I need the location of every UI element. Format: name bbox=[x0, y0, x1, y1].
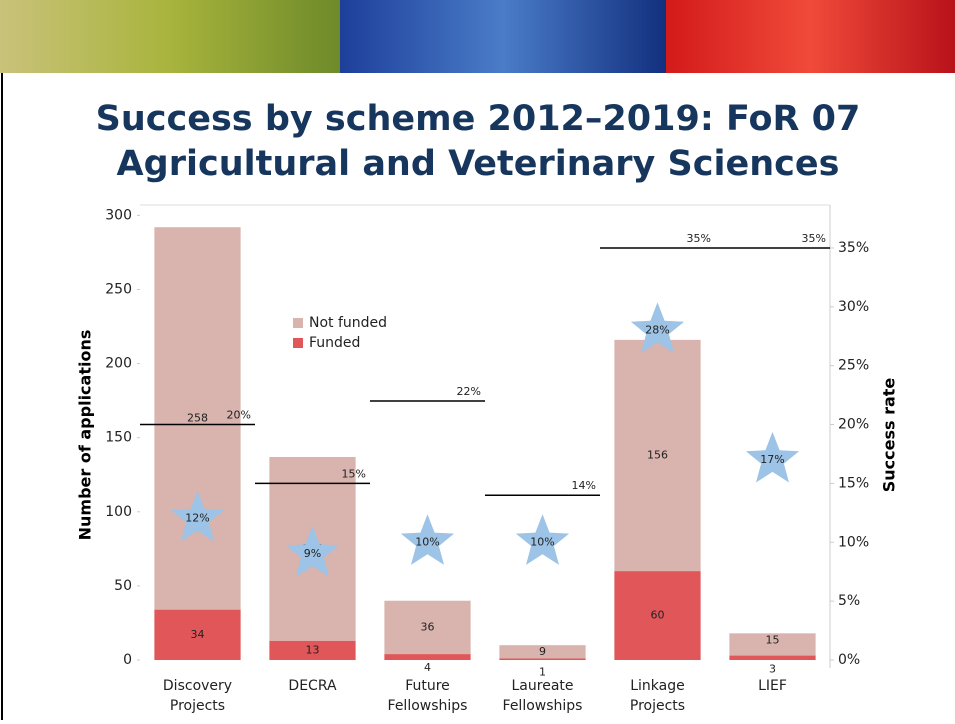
bar-segment bbox=[499, 659, 585, 660]
star-label: 28% bbox=[645, 323, 669, 336]
data-label: 258 bbox=[187, 411, 208, 424]
legend-label: Funded bbox=[309, 335, 360, 351]
y2-tick-label: 15% bbox=[838, 475, 869, 491]
data-label: 4 bbox=[424, 661, 431, 674]
y2-tick-label: 10% bbox=[838, 534, 869, 550]
x-tick-label-line: Projects bbox=[630, 698, 685, 714]
reference-label: 35% bbox=[687, 232, 711, 245]
data-label: 13 bbox=[306, 643, 320, 656]
bar-segment bbox=[729, 656, 815, 660]
data-label: 34 bbox=[191, 628, 205, 641]
x-tick-label-line: Projects bbox=[170, 698, 225, 714]
y-tick-label: 300 bbox=[105, 207, 132, 223]
x-tick-label-line: Discovery bbox=[163, 678, 232, 694]
x-tick-label-line: Fellowships bbox=[388, 698, 468, 714]
bar-segment bbox=[384, 654, 470, 660]
reference-label: 15% bbox=[342, 467, 366, 480]
y-tick-label: 200 bbox=[105, 356, 132, 372]
page: {"chart_data": {"type": "stacked-bar", "… bbox=[0, 0, 955, 720]
star-label: 10% bbox=[415, 535, 439, 548]
x-tick-label: Laureate Fellowships bbox=[503, 678, 583, 714]
star-label: 12% bbox=[185, 512, 209, 525]
y-tick-label: 150 bbox=[105, 430, 132, 446]
x-tick-label: Future Fellowships bbox=[388, 678, 468, 714]
header-image-leaf bbox=[0, 0, 340, 73]
legend-label: Not funded bbox=[309, 315, 387, 331]
data-label: 9 bbox=[539, 645, 546, 658]
chart-title: Agricultural and Veterinary Sciences bbox=[117, 144, 840, 184]
data-label: 3 bbox=[769, 663, 776, 676]
data-label: 156 bbox=[647, 448, 668, 461]
reference-label: 14% bbox=[572, 479, 596, 492]
y2-tick-label: 30% bbox=[838, 299, 869, 315]
y2-tick-label: 25% bbox=[838, 358, 869, 374]
legend-swatch bbox=[293, 338, 303, 348]
y2-tick-label: 5% bbox=[838, 593, 860, 609]
y2-tick-label: 20% bbox=[838, 417, 869, 433]
legend-swatch bbox=[293, 318, 303, 328]
chart-title: Success by scheme 2012–2019: FoR 07 bbox=[96, 99, 861, 139]
reference-label: 20% bbox=[227, 409, 251, 422]
x-tick-label: Linkage Projects bbox=[630, 678, 685, 714]
slide: Success by scheme 2012–2019: FoR 07 Agri… bbox=[0, 0, 955, 720]
star-label: 10% bbox=[530, 535, 554, 548]
x-tick-label: LIEF bbox=[758, 678, 787, 694]
star-label: 17% bbox=[760, 453, 784, 466]
data-label: 60 bbox=[651, 609, 665, 622]
x-tick-label-line: Laureate bbox=[512, 678, 574, 694]
data-label: 1 bbox=[539, 666, 546, 679]
y-tick-label: 250 bbox=[105, 281, 132, 297]
x-tick-label-line: Linkage bbox=[630, 678, 685, 694]
data-label: 15 bbox=[766, 633, 780, 646]
star-label: 9% bbox=[304, 547, 321, 560]
y2-tick-label: 0% bbox=[838, 652, 860, 668]
header-image-water bbox=[340, 0, 666, 73]
y2-tick-label: 35% bbox=[838, 240, 869, 256]
y-axis-title: Number of applications bbox=[76, 330, 95, 541]
header-image-cells bbox=[666, 0, 955, 73]
data-label: 36 bbox=[421, 620, 435, 633]
x-tick-label-line: DECRA bbox=[288, 678, 337, 694]
y-tick-label: 0 bbox=[123, 652, 132, 668]
x-tick-label-line: LIEF bbox=[758, 678, 787, 694]
x-tick-label: DECRA bbox=[288, 678, 337, 694]
y2-axis-title: Success rate bbox=[880, 378, 899, 493]
y-tick-label: 100 bbox=[105, 504, 132, 520]
reference-label: 35% bbox=[802, 232, 826, 245]
y-tick-label: 50 bbox=[114, 578, 132, 594]
reference-label: 22% bbox=[457, 385, 481, 398]
x-tick-label-line: Fellowships bbox=[503, 698, 583, 714]
x-tick-label-line: Future bbox=[405, 678, 450, 694]
x-tick-label: Discovery Projects bbox=[163, 678, 232, 714]
